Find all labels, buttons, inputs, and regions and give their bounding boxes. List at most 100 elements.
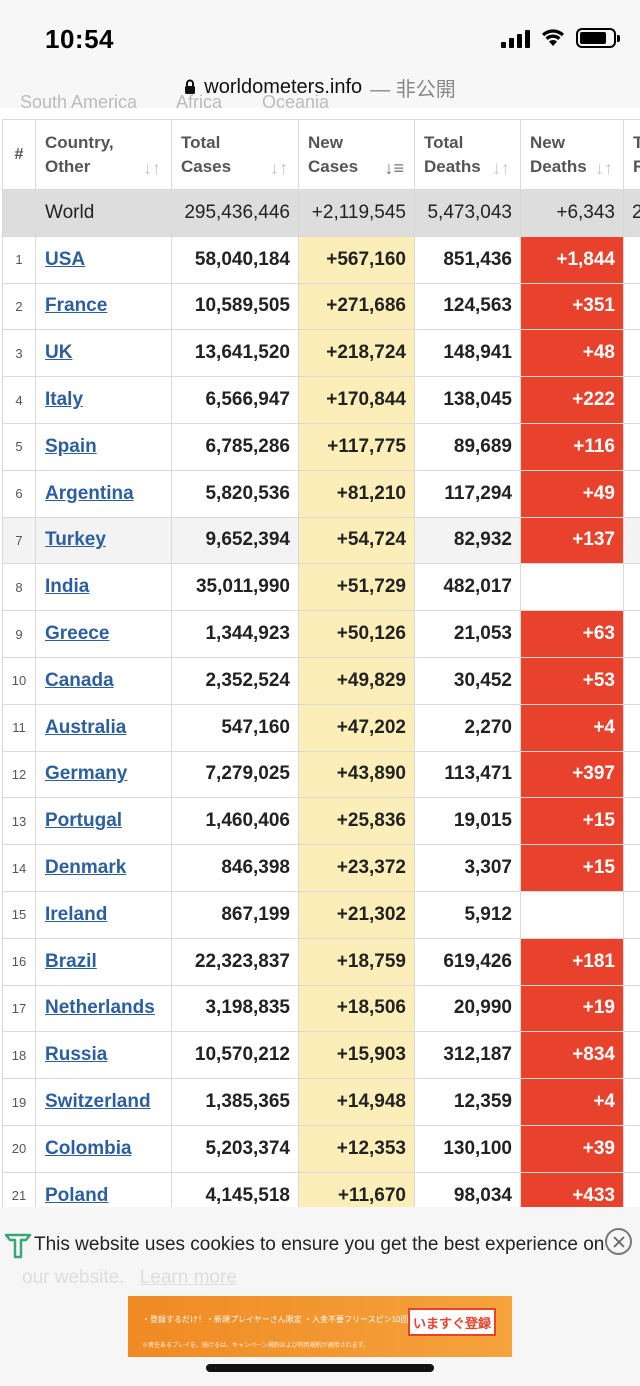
country-cell: Australia	[35, 703, 172, 752]
header-country-line1: Country,	[45, 132, 114, 152]
home-indicator[interactable]	[206, 1364, 434, 1372]
row-rank: 7	[2, 516, 36, 565]
total-cases-cell: 2,352,524	[171, 656, 299, 705]
country-link[interactable]: Germany	[45, 763, 128, 785]
header-new-deaths[interactable]: New Deaths ↓↑	[520, 119, 624, 190]
table-row: 16 Brazil 22,323,837 +18,759 619,426 +181	[2, 937, 640, 986]
country-link[interactable]: India	[45, 576, 90, 598]
table-row: 11 Australia 547,160 +47,202 2,270 +4	[2, 703, 640, 752]
country-link[interactable]: Poland	[45, 1184, 109, 1206]
country-cell: Denmark	[35, 844, 172, 892]
row-rank: 15	[2, 890, 36, 939]
row-rank: 13	[2, 797, 36, 846]
extra-cell	[623, 329, 640, 378]
country-link[interactable]: Spain	[45, 435, 97, 457]
country-link[interactable]: Portugal	[45, 810, 123, 832]
new-cases-cell: +18,506	[298, 984, 415, 1033]
total-cases-cell: 846,398	[171, 844, 299, 892]
table-row: 10 Canada 2,352,524 +49,829 30,452 +53	[2, 656, 640, 705]
country-link[interactable]: Italy	[45, 389, 84, 411]
tab-oceania[interactable]: Oceania	[262, 92, 330, 112]
new-cases-cell: +12,353	[298, 1124, 415, 1173]
total-deaths-cell: 138,045	[414, 376, 521, 424]
country-link[interactable]: Switzerland	[45, 1091, 151, 1113]
ad-cta-button[interactable]: いますぐ登録	[408, 1308, 496, 1336]
country-link[interactable]: Russia	[45, 1044, 108, 1066]
country-link[interactable]: Brazil	[45, 950, 97, 972]
battery-icon	[576, 28, 620, 48]
new-cases-cell: +567,160	[298, 235, 415, 284]
new-deaths-cell: +397	[520, 750, 624, 799]
header-rank[interactable]: #	[2, 119, 36, 190]
country-link[interactable]: UK	[45, 342, 73, 364]
country-link[interactable]: Australia	[45, 716, 127, 738]
total-deaths-cell: 20,990	[414, 984, 521, 1033]
row-rank: 12	[2, 750, 36, 799]
table-row: 1 USA 58,040,184 +567,160 851,436 +1,844	[2, 235, 640, 284]
new-cases-cell: +14,948	[298, 1078, 415, 1126]
country-link[interactable]: Argentina	[45, 482, 134, 504]
extra-cell	[623, 610, 640, 658]
status-time: 10:54	[45, 24, 114, 54]
new-cases-cell: +218,724	[298, 329, 415, 378]
table-row: 4 Italy 6,566,947 +170,844 138,045 +222	[2, 376, 640, 424]
cookie-close-button[interactable]	[605, 1228, 632, 1255]
new-deaths-cell: +15	[520, 797, 624, 846]
sort-desc-icon: ↓≡	[384, 158, 404, 178]
country-link[interactable]: USA	[45, 248, 86, 270]
total-cases-cell: 5,820,536	[171, 469, 299, 518]
status-icons	[501, 28, 620, 48]
total-cases-cell: 13,641,520	[171, 329, 299, 378]
new-cases-cell: +15,903	[298, 1031, 415, 1080]
country-cell: Colombia	[35, 1124, 172, 1173]
total-deaths-cell: 5,912	[414, 890, 521, 939]
total-cases-cell: 1,344,923	[171, 610, 299, 658]
extra-cell	[623, 750, 640, 799]
country-link[interactable]: Canada	[45, 669, 114, 691]
total-cases-cell: 1,385,365	[171, 1078, 299, 1126]
wifi-icon	[542, 29, 564, 46]
header-total-deaths[interactable]: Total Deaths ↓↑	[414, 119, 521, 190]
country-link[interactable]: Ireland	[45, 903, 108, 925]
address-bar[interactable]: worldometers.info — 非公開	[0, 66, 640, 108]
learn-more-link[interactable]: Learn more	[139, 1267, 237, 1288]
country-link[interactable]: Denmark	[45, 857, 127, 879]
table-row: 15 Ireland 867,199 +21,302 5,912	[2, 890, 640, 939]
tab-south-america[interactable]: South America	[20, 92, 138, 112]
header-new-cases-line1: New	[308, 132, 343, 152]
header-new-cases[interactable]: New Cases ↓≡	[298, 119, 415, 190]
new-deaths-cell: +181	[520, 937, 624, 986]
extra-cell	[623, 469, 640, 518]
row-rank: 20	[2, 1124, 36, 1173]
country-link[interactable]: France	[45, 295, 108, 317]
row-rank: 6	[2, 469, 36, 518]
country-link[interactable]: Turkey	[45, 529, 106, 551]
cookie-message-second: our website.	[22, 1267, 125, 1288]
country-cell: Russia	[35, 1031, 172, 1080]
country-link[interactable]: Colombia	[45, 1137, 132, 1159]
new-deaths-cell: +834	[520, 1031, 624, 1080]
new-cases-cell: +21,302	[298, 890, 415, 939]
cellular-signal-icon	[501, 28, 530, 48]
country-link[interactable]: Netherlands	[45, 997, 155, 1019]
table-row: 13 Portugal 1,460,406 +25,836 19,015 +15	[2, 797, 640, 846]
header-new-deaths-line2: Deaths	[530, 156, 587, 176]
country-link[interactable]: Greece	[45, 623, 110, 645]
row-rank: 9	[2, 610, 36, 658]
tab-africa[interactable]: Africa	[176, 92, 223, 112]
header-country[interactable]: Country, Other ↓↑	[35, 119, 172, 190]
total-deaths-cell: 21,053	[414, 610, 521, 658]
new-cases-cell: +54,724	[298, 516, 415, 565]
total-deaths-cell: 89,689	[414, 422, 521, 471]
new-cases-cell: +23,372	[298, 844, 415, 892]
table-header-row: # Country, Other ↓↑ Total Cases ↓↑ New C…	[2, 119, 640, 190]
header-total-recovered[interactable]: T R	[623, 119, 640, 190]
extra-cell	[623, 844, 640, 892]
header-total-cases[interactable]: Total Cases ↓↑	[171, 119, 299, 190]
ad-banner[interactable]: ・登録するだけ！・新規プレイヤーさん限定 ・入金不要フリースピン10回分付き！ …	[128, 1296, 512, 1357]
total-deaths-cell: 113,471	[414, 750, 521, 799]
row-rank: 16	[2, 937, 36, 986]
extra-cell	[623, 703, 640, 752]
url-text: worldometers.info	[204, 75, 363, 98]
total-deaths-cell: 482,017	[414, 563, 521, 612]
